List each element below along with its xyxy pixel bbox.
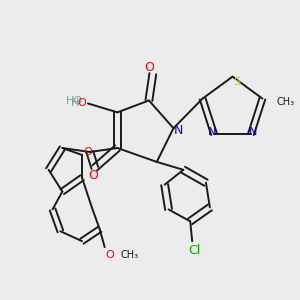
Text: O: O	[88, 169, 98, 182]
Text: N: N	[208, 127, 216, 137]
Text: CH₃: CH₃	[120, 250, 139, 260]
Text: S: S	[233, 76, 240, 87]
Text: HO: HO	[66, 97, 83, 106]
Text: O: O	[144, 61, 154, 74]
Text: O: O	[84, 147, 92, 157]
Text: O: O	[105, 250, 114, 260]
Text: N: N	[249, 127, 257, 137]
Text: N: N	[174, 124, 183, 137]
Text: O: O	[77, 98, 86, 108]
Text: H: H	[71, 98, 79, 108]
Text: Cl: Cl	[188, 244, 200, 256]
Text: CH₃: CH₃	[276, 97, 294, 106]
